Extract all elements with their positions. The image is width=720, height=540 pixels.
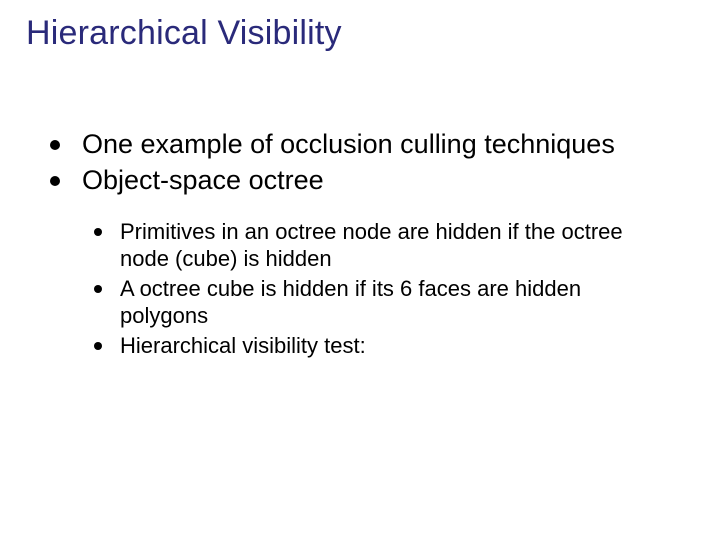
bullet-lvl2: Primitives in an octree node are hidden … [94, 218, 670, 273]
bullet-dot-icon [50, 140, 60, 150]
bullet-dot-icon [50, 176, 60, 186]
slide-title: Hierarchical Visibility [26, 14, 342, 53]
bullet-text: Hierarchical visibility test: [120, 332, 366, 360]
bullet-lvl2: A octree cube is hidden if its 6 faces a… [94, 275, 670, 330]
bullet-text: Primitives in an octree node are hidden … [120, 218, 670, 273]
bullet-text: A octree cube is hidden if its 6 faces a… [120, 275, 670, 330]
bullet-text: Object-space octree [82, 164, 324, 198]
slide-body: One example of occlusion culling techniq… [50, 128, 670, 361]
bullet-lvl1: Object-space octree [50, 164, 670, 198]
bullet-dot-icon [94, 285, 102, 293]
bullet-dot-icon [94, 342, 102, 350]
bullet-dot-icon [94, 228, 102, 236]
slide: Hierarchical Visibility One example of o… [0, 0, 720, 540]
bullet-lvl1: One example of occlusion culling techniq… [50, 128, 670, 162]
bullet-lvl2: Hierarchical visibility test: [94, 332, 670, 360]
bullet-text: One example of occlusion culling techniq… [82, 128, 615, 162]
sub-bullet-group: Primitives in an octree node are hidden … [94, 218, 670, 360]
